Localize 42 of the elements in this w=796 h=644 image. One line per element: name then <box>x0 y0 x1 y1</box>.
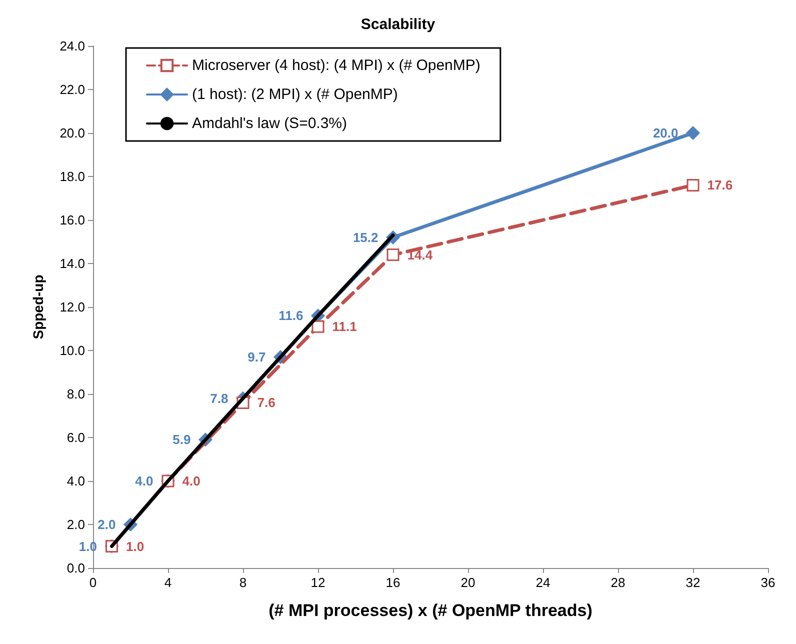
legend-label: (1 host): (2 MPI) x (# OpenMP) <box>192 86 398 103</box>
y-tick-label: 14.0 <box>60 256 85 271</box>
x-tick-label: 20 <box>460 575 476 590</box>
data-label: 5.9 <box>172 432 191 448</box>
y-tick-label: 2.0 <box>66 517 85 532</box>
data-label: 4.0 <box>182 474 200 488</box>
x-tick-label: 0 <box>89 575 97 590</box>
y-tick-label: 6.0 <box>66 430 85 445</box>
data-label: 4.0 <box>135 474 154 488</box>
y-tick-label: 8.0 <box>66 386 85 402</box>
x-tick-label: 8 <box>239 575 247 590</box>
data-label: 20.0 <box>652 126 678 140</box>
data-label: 15.2 <box>352 230 378 245</box>
y-axis-title: Spped-up <box>30 274 46 340</box>
data-label: 17.6 <box>707 178 733 193</box>
y-tick-label: 20.0 <box>60 126 85 140</box>
x-axis-title: (# MPI processes) x (# OpenMP threads) <box>268 601 592 620</box>
y-tick-label: 24.0 <box>60 38 85 54</box>
y-tick-label: 0.0 <box>66 560 85 576</box>
x-tick-label: 24 <box>536 575 550 590</box>
data-label: 7.6 <box>257 395 276 410</box>
data-label: 9.7 <box>248 350 266 365</box>
legend-label: Amdahl's law (S=0.3%) <box>192 115 348 132</box>
y-tick-label: 10.0 <box>60 343 85 358</box>
x-tick-label: 16 <box>386 575 400 590</box>
y-tick-label: 4.0 <box>66 474 85 488</box>
chart-title: Scalability <box>360 16 436 33</box>
y-tick-label: 22.0 <box>60 82 85 97</box>
y-tick-label: 12.0 <box>60 300 85 314</box>
data-label: 11.6 <box>278 308 304 324</box>
data-label: 2.0 <box>98 517 116 532</box>
data-label: 1.0 <box>126 538 144 554</box>
data-label: 11.1 <box>332 319 357 334</box>
y-tick-label: 16.0 <box>60 212 85 228</box>
x-tick-label: 28 <box>610 575 626 590</box>
x-tick-label: 32 <box>686 575 700 590</box>
data-label: 7.8 <box>210 390 228 406</box>
x-tick-label: 36 <box>760 575 776 590</box>
x-tick-label: 4 <box>164 575 172 590</box>
y-tick-label: 18.0 <box>60 169 85 184</box>
x-tick-label: 12 <box>310 575 326 590</box>
legend-label: Microserver (4 host): (4 MPI) x (# OpenMP) <box>192 57 480 74</box>
